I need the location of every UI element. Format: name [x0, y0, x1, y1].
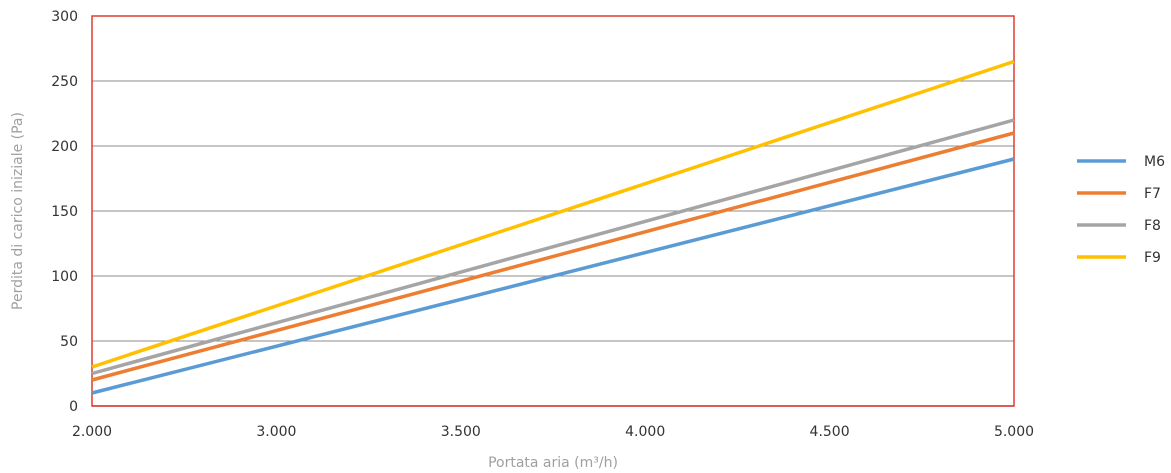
y-axis-title: Perdita di carico iniziale (Pa): [10, 112, 26, 310]
x-tick-label: 5.000: [994, 424, 1034, 440]
legend-label-m6: M6: [1144, 154, 1165, 170]
x-axis-title: Portata aria (m³/h): [488, 455, 618, 471]
y-tick-label: 300: [51, 9, 78, 25]
x-tick-label: 3.500: [441, 424, 481, 440]
x-tick-label: 3.000: [256, 424, 296, 440]
x-tick-label: 4.500: [810, 424, 850, 440]
series-line-f7: [91, 131, 1015, 382]
y-tick-label: 100: [51, 269, 78, 285]
series-lines: [91, 59, 1015, 395]
legend-label-f9: F9: [1144, 250, 1161, 266]
legend: M6 F7 F8 F9: [1077, 154, 1165, 266]
x-tick-label: 4.000: [625, 424, 665, 440]
legend-label-f7: F7: [1144, 186, 1161, 202]
x-tick-label: 2.000: [72, 424, 112, 440]
x-tick-labels: 2.000 3.000 3.500 4.000 4.500 5.000: [72, 424, 1034, 440]
y-tick-label: 50: [60, 334, 78, 350]
grid-lines: [91, 15, 1014, 407]
y-tick-label: 150: [51, 204, 78, 220]
y-tick-labels: 0 50 100 150 200 250 300: [51, 9, 78, 415]
y-tick-label: 0: [69, 399, 78, 415]
y-tick-label: 200: [51, 139, 78, 155]
series-line-f9: [91, 59, 1015, 369]
series-line-m6: [91, 157, 1015, 395]
y-tick-label: 250: [51, 74, 78, 90]
legend-label-f8: F8: [1144, 218, 1161, 234]
plot-frame: [91, 15, 1015, 407]
series-line-f8: [91, 118, 1015, 376]
